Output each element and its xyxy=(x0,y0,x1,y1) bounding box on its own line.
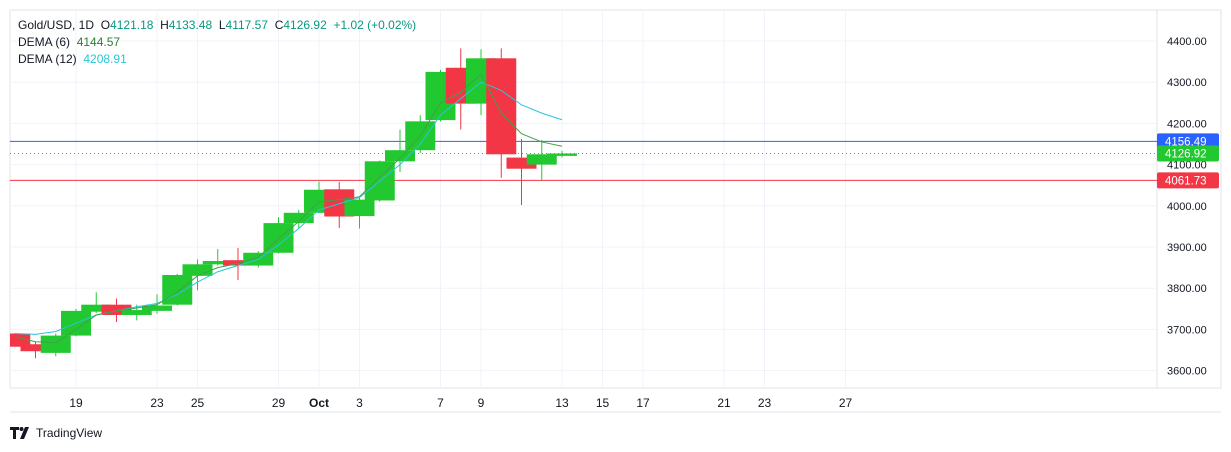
candle-up xyxy=(385,150,415,162)
dema6-row[interactable]: DEMA (6) 4144.57 xyxy=(18,34,416,51)
x-tick-label: 15 xyxy=(596,396,610,410)
candle-up xyxy=(142,305,172,311)
candle-down xyxy=(10,333,31,347)
tradingview-logo-icon xyxy=(10,427,29,439)
dema6-label: DEMA (6) xyxy=(18,35,71,49)
x-tick-label: 13 xyxy=(555,396,569,410)
candle-down xyxy=(20,344,51,352)
blue-level-line-tag xyxy=(1157,133,1219,150)
dema12-row[interactable]: DEMA (12) 4208.91 xyxy=(18,51,416,68)
candle-up xyxy=(81,304,112,312)
candle-down xyxy=(101,304,132,315)
symbol-label[interactable]: Gold/USD, 1D xyxy=(18,18,95,32)
change-value: +1.02 (+0.02%) xyxy=(333,18,417,32)
dema6-value: 4144.57 xyxy=(76,35,121,49)
y-tick-label: 3800.00 xyxy=(1167,283,1207,295)
ohlc-row: Gold/USD, 1D O4121.18 H4133.48 L4117.57 … xyxy=(18,17,416,34)
candle-down xyxy=(486,58,517,155)
x-tick-label: 23 xyxy=(150,396,164,410)
y-tick-label: 4200.00 xyxy=(1167,118,1207,130)
candle-down xyxy=(223,260,253,266)
dema12-value: 4208.91 xyxy=(83,52,127,66)
y-tick-label: 3900.00 xyxy=(1167,242,1207,254)
chart-frame xyxy=(9,9,1222,389)
high-value: 4133.48 xyxy=(168,18,213,32)
close-value: 4126.92 xyxy=(283,18,327,32)
x-tick-label: 3 xyxy=(356,396,363,410)
y-tick-label: 4000.00 xyxy=(1167,201,1207,213)
dema6-line xyxy=(15,73,563,344)
y-tick-label: 3700.00 xyxy=(1167,324,1207,336)
x-tick-label: 9 xyxy=(478,396,485,410)
y-tick-label: 4400.00 xyxy=(1167,36,1207,48)
low-value: 4117.57 xyxy=(225,18,269,32)
candle-up xyxy=(283,212,314,224)
candle-up xyxy=(121,310,152,315)
x-tick-label: 19 xyxy=(69,396,83,410)
candle-up xyxy=(162,275,193,305)
current-price-line-tag xyxy=(1157,145,1219,162)
red-level-line-tag-label: 4061.73 xyxy=(1165,175,1207,187)
y-tick-label: 4100.00 xyxy=(1167,160,1207,172)
blue-level-line-tag-label: 4156.49 xyxy=(1165,136,1207,148)
dema12-line xyxy=(15,81,563,335)
candle-up xyxy=(40,335,71,353)
high-label: H xyxy=(160,18,169,32)
y-tick-label: 3600.00 xyxy=(1167,366,1207,378)
current-price-line-tag-label: 4126.92 xyxy=(1165,149,1207,161)
dema12-label: DEMA (12) xyxy=(18,52,77,66)
open-label: O xyxy=(100,18,111,32)
chart-legend: Gold/USD, 1D O4121.18 H4133.48 L4117.57 … xyxy=(18,17,416,68)
x-tick-label: 25 xyxy=(191,396,205,410)
x-tick-label: 17 xyxy=(636,396,650,410)
low-label: L xyxy=(218,18,226,32)
candle-up xyxy=(202,261,233,265)
red-level-line-tag xyxy=(1157,172,1219,189)
x-tick-label: Oct xyxy=(309,396,329,410)
x-tick-label: 7 xyxy=(437,396,444,410)
close-label: C xyxy=(274,18,284,32)
open-value: 4121.18 xyxy=(110,18,154,32)
brand-name: TradingView xyxy=(36,426,103,440)
x-tick-label: 23 xyxy=(758,396,772,410)
candle-up xyxy=(182,264,213,276)
candle-up xyxy=(344,199,375,217)
candle-down xyxy=(506,157,537,169)
x-tick-label: 27 xyxy=(839,396,853,410)
y-tick-label: 4300.00 xyxy=(1167,77,1207,89)
x-tick-label: 21 xyxy=(717,396,731,410)
x-tick-label: 29 xyxy=(272,396,286,410)
candle-up xyxy=(526,154,557,165)
candle-up xyxy=(547,153,577,156)
tradingview-brand[interactable]: TradingView xyxy=(10,426,102,440)
